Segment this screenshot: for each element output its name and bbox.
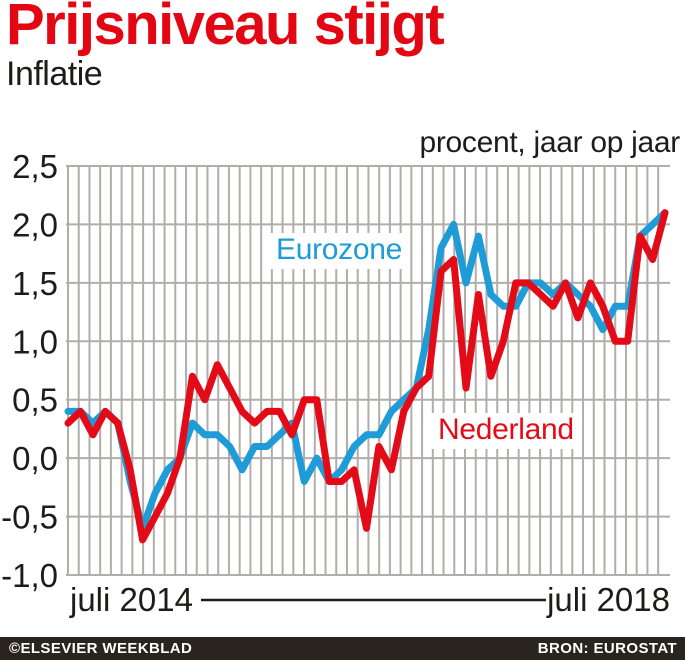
footer-bar: ©ELSEVIER WEEKBLAD BRON: EUROSTAT: [0, 637, 685, 660]
page-subtitle: Inflatie: [6, 55, 103, 93]
footer-source: BRON: EUROSTAT: [537, 640, 677, 657]
nederland-line: [64, 209, 669, 544]
nederland-label: Nederland: [430, 413, 582, 449]
ytick-label: 1,5: [12, 265, 58, 302]
xtick-left: juli 2014: [69, 581, 193, 618]
nederland-label-text: Nederland: [438, 413, 574, 446]
xaxis-layer: juli 2014 juli 2018: [69, 581, 670, 618]
unit-label: procent, jaar op jaar: [419, 126, 680, 159]
page-title: Prijsniveau stijgt: [6, 0, 445, 57]
ytick-label: 2,5: [12, 148, 58, 185]
ytick-layer: 2,5 2,0 1,5 1,0 0,5 0,0 -0,5 -1,0: [1, 148, 58, 594]
ytick-label: -0,5: [1, 499, 58, 536]
xtick-right: juli 2018: [546, 581, 670, 618]
eurozone-label-text: Eurozone: [276, 233, 403, 266]
footer-credit: ©ELSEVIER WEEKBLAD: [9, 640, 193, 657]
ytick-label: 2,0: [12, 206, 58, 243]
ytick-label: -1,0: [1, 557, 58, 594]
ytick-label: 1,0: [12, 323, 58, 360]
ytick-label: 0,5: [12, 382, 58, 419]
eurozone-label: Eurozone: [268, 233, 411, 269]
ytick-label: 0,0: [12, 440, 58, 477]
